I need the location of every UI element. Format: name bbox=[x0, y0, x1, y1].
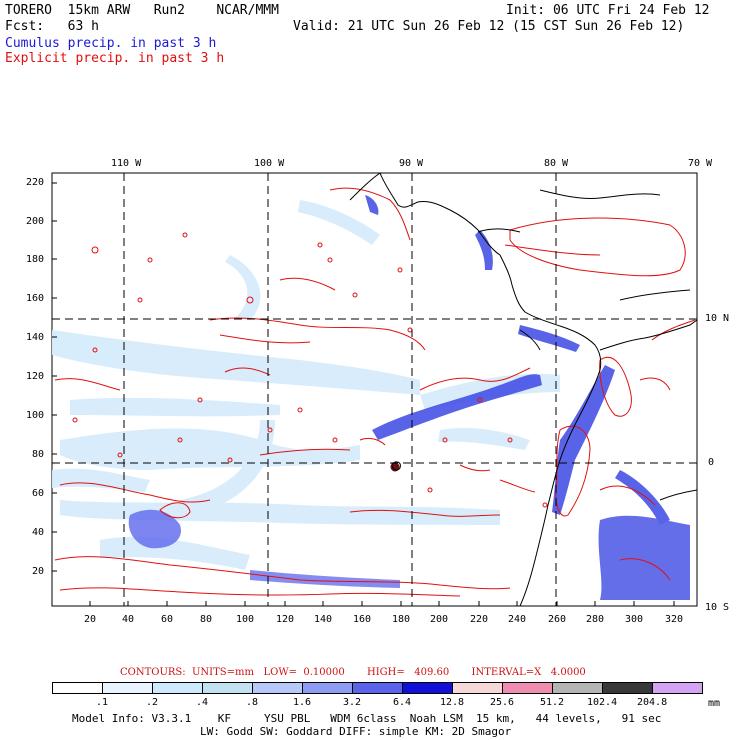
x-tick: 260 bbox=[548, 614, 567, 625]
colorbar-label: 51.2 bbox=[540, 697, 565, 708]
x-tick: 80 bbox=[200, 614, 213, 625]
colorbar-swatch bbox=[252, 682, 303, 694]
y-tick: 20 bbox=[32, 566, 45, 577]
colorbar-swatch bbox=[152, 682, 203, 694]
x-tick: 140 bbox=[314, 614, 333, 625]
y-tick: 200 bbox=[26, 216, 45, 227]
cumulus-precip-label: Cumulus precip. in past 3 h bbox=[5, 36, 217, 51]
heavy-precip-shading bbox=[128, 195, 690, 600]
x-tick: 320 bbox=[665, 614, 684, 625]
colorbar-units: mm bbox=[708, 698, 721, 709]
y-tick: 220 bbox=[26, 177, 45, 188]
scattered-cells bbox=[72, 232, 548, 508]
cumulus-precip-shading bbox=[52, 200, 560, 570]
colorbar-swatch bbox=[402, 682, 453, 694]
lon-label-100w: 100 W bbox=[254, 158, 285, 169]
lon-label-80w: 80 W bbox=[544, 158, 569, 169]
colorbar-label: .2 bbox=[146, 697, 159, 708]
model-info: Model Info: V3.3.1 KF YSU PBL WDM 6class… bbox=[72, 712, 662, 725]
colorbar-label: 102.4 bbox=[587, 697, 618, 708]
lat-label-0: 0 bbox=[708, 457, 715, 468]
colorbar-label: .4 bbox=[196, 697, 209, 708]
x-tick: 160 bbox=[353, 614, 372, 625]
y-tick: 100 bbox=[26, 410, 45, 421]
colorbar-label: .8 bbox=[246, 697, 259, 708]
colorbar-swatch bbox=[652, 682, 703, 694]
x-tick: 300 bbox=[625, 614, 644, 625]
colorbar-label: 25.6 bbox=[490, 697, 515, 708]
colorbar-label: 12.8 bbox=[440, 697, 465, 708]
x-tick: 200 bbox=[430, 614, 449, 625]
y-tick: 140 bbox=[26, 332, 45, 343]
colorbar-swatch bbox=[452, 682, 503, 694]
colorbar-label: 204.8 bbox=[637, 697, 668, 708]
colorbar-swatch bbox=[552, 682, 603, 694]
lat-label-10s: 10 S bbox=[705, 602, 730, 613]
colorbar-swatch bbox=[502, 682, 553, 694]
physics-info: LW: Godd SW: Goddard DIFF: simple KM: 2D… bbox=[200, 725, 512, 738]
lat-label-10n: 10 N bbox=[705, 313, 730, 324]
lon-label-110w: 110 W bbox=[111, 158, 142, 169]
init-time: Init: 06 UTC Fri 24 Feb 12 bbox=[506, 3, 710, 18]
lon-label-70w: 70 W bbox=[688, 158, 713, 169]
x-tick: 280 bbox=[586, 614, 605, 625]
y-tick: 160 bbox=[26, 293, 45, 304]
colorbar-label: 6.4 bbox=[393, 697, 412, 708]
x-tick: 120 bbox=[276, 614, 295, 625]
colorbar-swatch bbox=[202, 682, 253, 694]
colorbar-label: 1.6 bbox=[293, 697, 312, 708]
colorbar-swatch bbox=[302, 682, 353, 694]
colorbar-swatch bbox=[102, 682, 153, 694]
colorbar-label: 3.2 bbox=[343, 697, 362, 708]
x-tick: 40 bbox=[122, 614, 135, 625]
y-tick: 80 bbox=[32, 449, 45, 460]
colorbar-swatch bbox=[52, 682, 103, 694]
y-tick: 40 bbox=[32, 527, 45, 538]
colorbar-label: .1 bbox=[96, 697, 109, 708]
lat-lon-grid bbox=[52, 173, 697, 606]
coastlines bbox=[349, 173, 697, 606]
model-title: TORERO 15km ARW Run2 NCAR/MMM bbox=[5, 3, 279, 18]
x-tick: 20 bbox=[84, 614, 97, 625]
lon-label-90w: 90 W bbox=[399, 158, 424, 169]
x-tick: 100 bbox=[236, 614, 255, 625]
valid-time: Valid: 21 UTC Sun 26 Feb 12 (15 CST Sun … bbox=[293, 19, 685, 34]
colorbar-swatch bbox=[602, 682, 653, 694]
y-tick: 120 bbox=[26, 371, 45, 382]
y-tick: 60 bbox=[32, 488, 45, 499]
x-tick: 60 bbox=[161, 614, 174, 625]
x-tick: 180 bbox=[392, 614, 411, 625]
x-tick: 240 bbox=[508, 614, 527, 625]
contour-info: CONTOURS: UNITS=mm LOW= 0.10000 HIGH= 40… bbox=[120, 667, 586, 678]
x-tick: 220 bbox=[470, 614, 489, 625]
colorbar-swatch bbox=[352, 682, 403, 694]
explicit-precip-label: Explicit precip. in past 3 h bbox=[5, 51, 225, 66]
forecast-hour: Fcst: 63 h bbox=[5, 19, 99, 34]
y-tick: 180 bbox=[26, 254, 45, 265]
